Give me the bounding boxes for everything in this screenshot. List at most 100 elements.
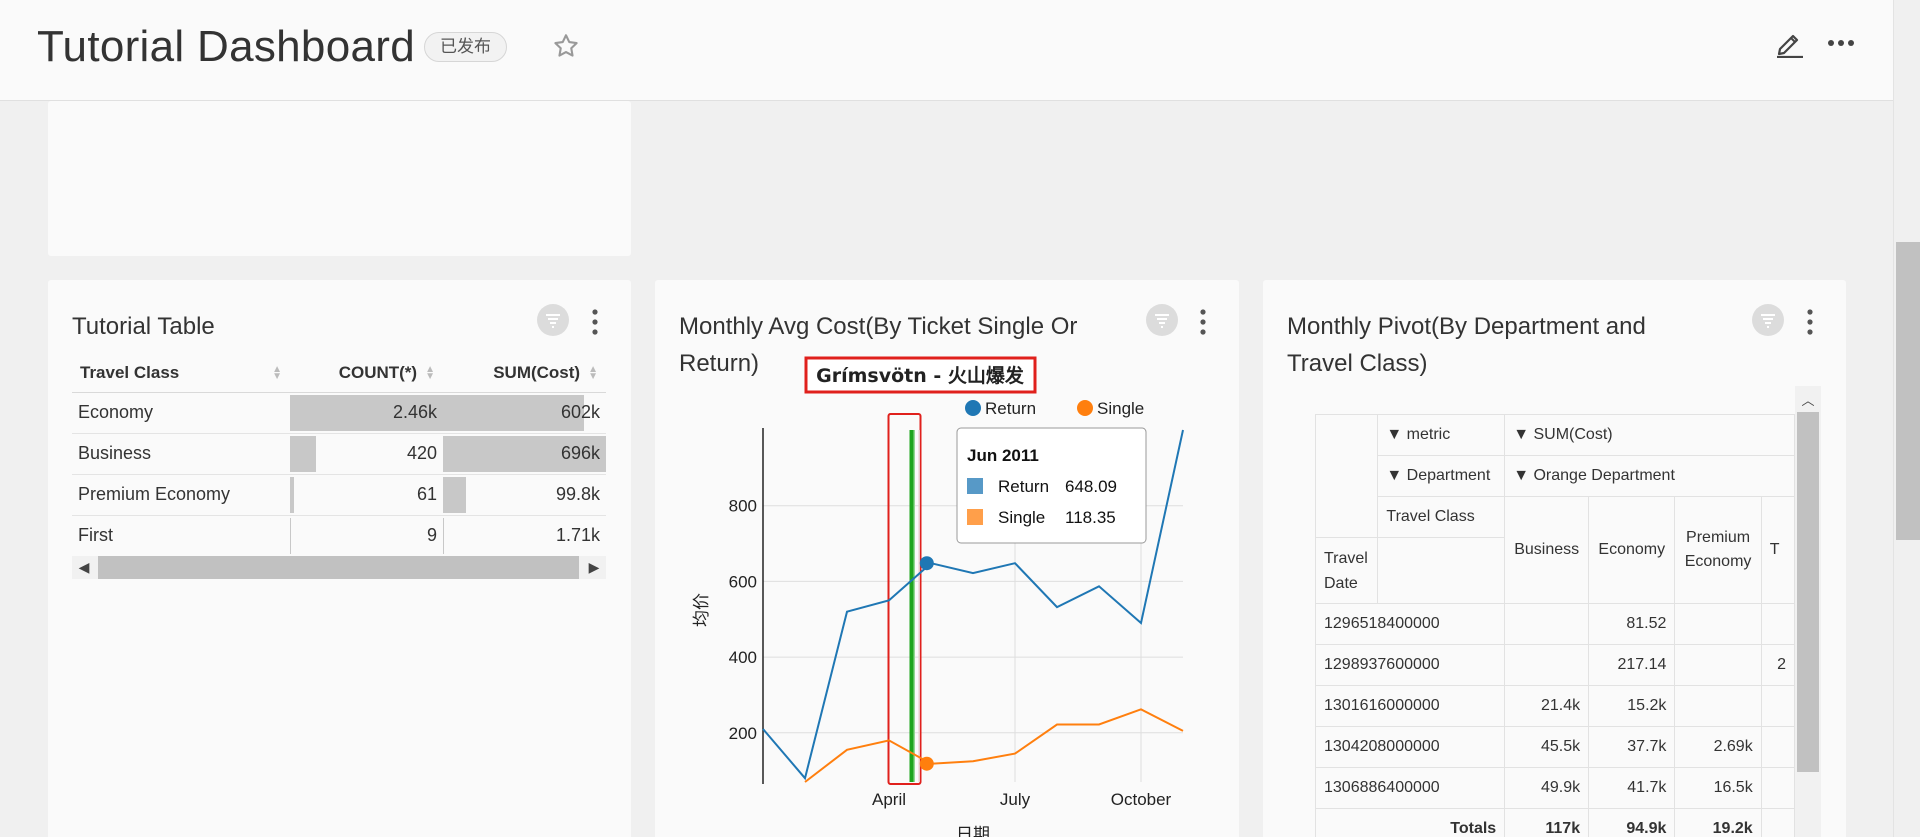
pivot-value-cell: [1674, 603, 1762, 645]
scroll-left-icon[interactable]: ◀: [78, 559, 90, 575]
tooltip-series-value: 118.35: [1065, 508, 1116, 527]
travel-class-cell: Economy: [72, 392, 290, 434]
pivot-value-cell: [1504, 644, 1590, 686]
pivot-row: 1304208000000 45.5k 37.7k 2.69k: [1315, 726, 1795, 768]
tutorial-table: Travel Class ▲ ▼ COUNT(*) ▲ ▼ SUM(Cost) ▲ ▼ Ec…: [72, 354, 606, 557]
pivot-totals-label: Totals: [1315, 808, 1506, 837]
pivot-table-viewport[interactable]: ▼ metric ▼ SUM(Cost) ▼ Department ▼ Oran…: [1315, 414, 1795, 837]
pivot-value-cell: [1674, 685, 1762, 727]
pivot-date-cell: 1301616000000: [1315, 685, 1506, 727]
column-header-count[interactable]: COUNT(*) ▲ ▼: [290, 354, 443, 393]
edit-icon[interactable]: [1774, 28, 1804, 58]
pivot-value-cell: 41.7k: [1588, 767, 1676, 809]
legend-marker[interactable]: [1077, 400, 1093, 416]
count-value: 61: [416, 484, 437, 504]
sort-icon: ▲ ▼: [272, 363, 282, 382]
tutorial-table-card: Tutorial Table Travel Class ▲ ▼ COUNT(*) ▲ ▼…: [48, 280, 631, 837]
data-point-single: [919, 756, 934, 771]
count-value: 2.46k: [392, 402, 437, 422]
sum-value: 1.71k: [555, 525, 600, 545]
column-header-sum-cost[interactable]: SUM(Cost) ▲ ▼: [443, 354, 606, 393]
tooltip-series-name: Return: [998, 477, 1049, 496]
x-axis-title: 日期: [956, 825, 990, 837]
pivot-row: 1301616000000 21.4k 15.2k: [1315, 685, 1795, 727]
table-row[interactable]: Business 420 696k: [72, 433, 606, 475]
pivot-metric-label[interactable]: ▼ metric: [1377, 414, 1506, 456]
count-cell: 420: [290, 433, 443, 475]
annotation-highlight-box: [887, 413, 922, 785]
tooltip-date: Jun 2011: [967, 446, 1039, 465]
filter-button[interactable]: [1752, 304, 1784, 336]
pivot-department-value[interactable]: ▼ Orange Department: [1504, 455, 1795, 497]
annotation-marker-line: [909, 430, 914, 782]
scrollbar-thumb[interactable]: [1797, 412, 1819, 772]
sum-cost-cell: 99.8k: [443, 474, 606, 516]
scroll-right-icon[interactable]: ▶: [588, 559, 600, 575]
legend-item[interactable]: Return: [985, 399, 1036, 418]
y-axis-title: 均价: [692, 593, 712, 627]
pivot-value-cell: 49.9k: [1504, 767, 1590, 809]
y-tick-label: 200: [729, 724, 757, 743]
horizontal-scrollbar[interactable]: ◀ ▶: [72, 556, 606, 579]
pivot-value-cell: [1760, 685, 1795, 727]
sum-bar: [443, 394, 584, 431]
pivot-value-cell: 2: [1760, 644, 1795, 686]
x-tick-label: July: [1000, 790, 1031, 809]
count-value: 9: [426, 525, 437, 545]
pivot-date-cell: 1296518400000: [1315, 603, 1506, 645]
legend-marker[interactable]: [965, 400, 981, 416]
pivot-department-label[interactable]: ▼ Department: [1377, 455, 1506, 497]
card-menu-icon[interactable]: [1198, 308, 1208, 336]
pivot-row: 1296518400000 81.52: [1315, 603, 1795, 645]
pivot-column-header: Premium Economy: [1674, 496, 1762, 604]
table-row[interactable]: First 9 1.71k: [72, 515, 606, 557]
annotation-label-box: [804, 356, 1037, 394]
dashboard-header: Tutorial Dashboard 已发布: [0, 0, 1893, 101]
pivot-total-cell: 94.9k: [1588, 808, 1676, 837]
count-cell: 61: [290, 474, 443, 516]
star-icon[interactable]: [552, 32, 580, 60]
table-row[interactable]: Premium Economy 61 99.8k: [72, 474, 606, 516]
scroll-up-icon[interactable]: ︿: [1801, 393, 1815, 408]
series-line-single: [804, 708, 1184, 783]
count-cell: 2.46k: [290, 392, 443, 434]
sum-cost-cell: 602k: [443, 392, 606, 434]
pivot-metric-value[interactable]: ▼ SUM(Cost): [1504, 414, 1795, 456]
count-bar: [290, 435, 317, 472]
filter-button[interactable]: [537, 304, 569, 336]
page-title: Tutorial Dashboard: [37, 22, 415, 71]
filter-icon: [1155, 314, 1169, 328]
pivot-row: 1298937600000 217.14 2: [1315, 644, 1795, 686]
sum-bar: [443, 476, 467, 513]
monthly-avg-cost-card: Monthly Avg Cost(By Ticket Single Or Ret…: [655, 280, 1239, 837]
x-tick-label: October: [1111, 790, 1172, 809]
tooltip-series-value: 648.09: [1065, 477, 1117, 496]
pivot-column-header: T: [1760, 496, 1795, 604]
tooltip-box: [956, 427, 1147, 544]
tooltip-series-name: Single: [998, 508, 1045, 527]
scrollbar-thumb[interactable]: [1896, 242, 1920, 540]
pivot-travel-class-label: Travel Class: [1377, 496, 1506, 538]
pivot-total-cell: 117k: [1504, 808, 1590, 837]
legend-item[interactable]: Single: [1097, 399, 1144, 418]
annotation-marker-line: [913, 430, 915, 782]
page-scrollbar[interactable]: [1893, 0, 1920, 837]
card-menu-icon[interactable]: [1805, 308, 1815, 336]
column-header-travel-class[interactable]: Travel Class ▲ ▼: [72, 354, 290, 393]
tooltip-swatch: [967, 509, 983, 525]
pivot-total-cell: [1760, 808, 1795, 837]
pivot-value-cell: [1760, 767, 1795, 809]
more-options-icon[interactable]: [1826, 30, 1856, 56]
travel-class-cell: Business: [72, 433, 290, 475]
filter-button[interactable]: [1146, 304, 1178, 336]
count-bar: [290, 394, 443, 431]
pivot-value-cell: 45.5k: [1504, 726, 1590, 768]
table-row[interactable]: Economy 2.46k 602k: [72, 392, 606, 434]
hover-guide-line: [918, 430, 920, 782]
card-menu-icon[interactable]: [590, 308, 600, 336]
pivot-column-header: Economy: [1588, 496, 1676, 604]
scrollbar-thumb[interactable]: [98, 556, 579, 579]
tooltip-swatch: [967, 478, 983, 494]
pivot-vertical-scrollbar[interactable]: ︿ ﹀: [1795, 386, 1821, 837]
